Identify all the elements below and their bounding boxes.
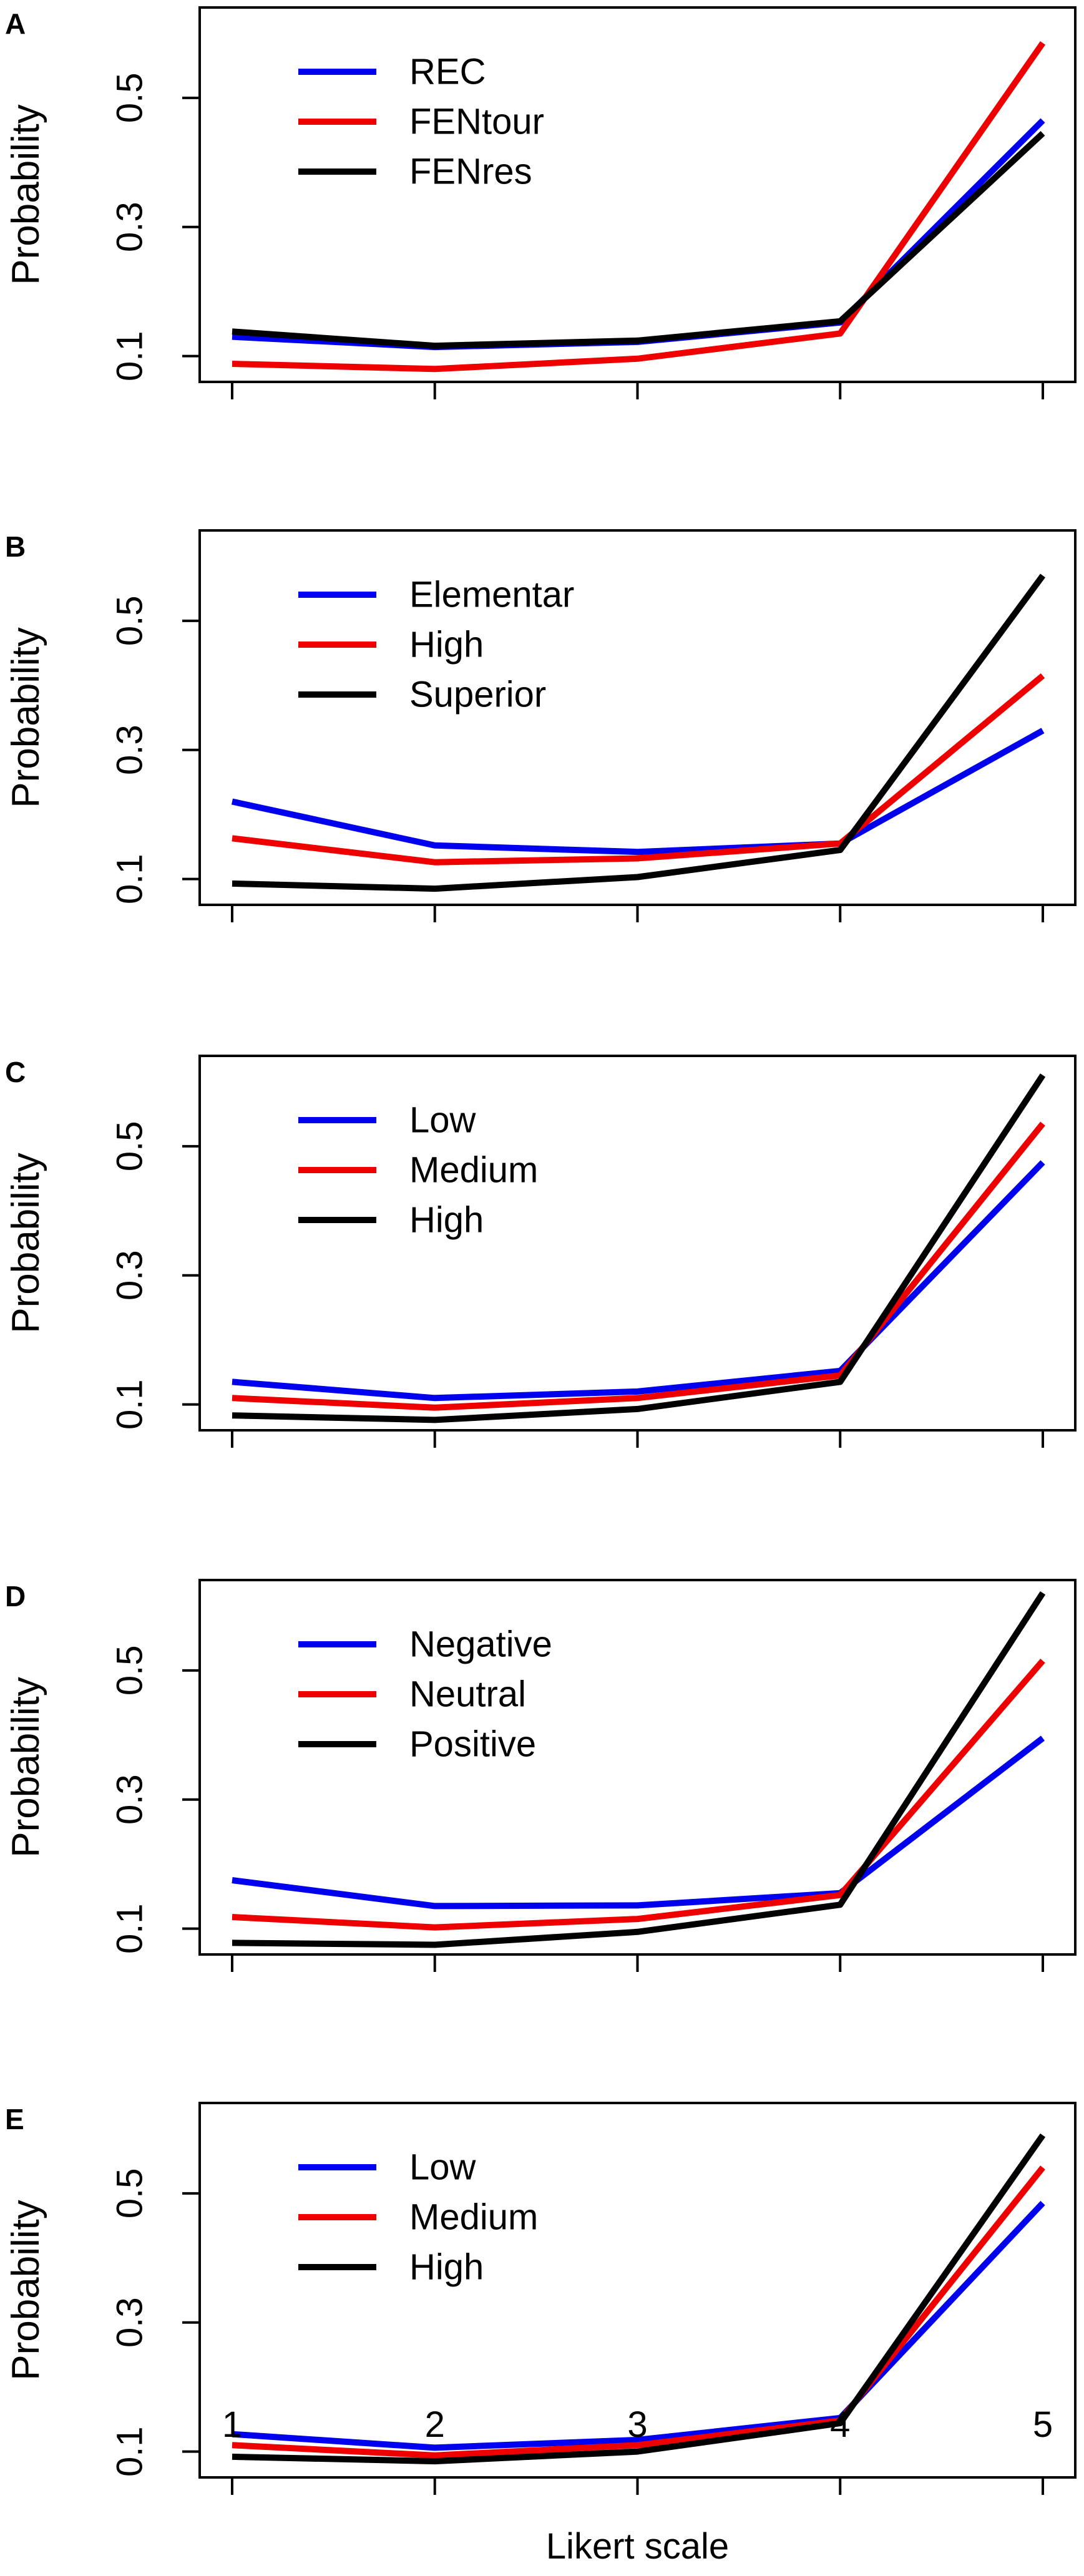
y-tick-label: 0.1 <box>110 854 150 904</box>
x-tick-label: 5 <box>1033 2404 1053 2445</box>
plot-frame <box>198 6 1077 383</box>
legend-label: High <box>409 1200 484 1241</box>
panel-label: A <box>5 7 26 40</box>
y-tick-label: 0.3 <box>110 1250 150 1300</box>
panel-c: C Probability 0.1 0.3 0.5 Low Medium High <box>4 1055 1077 1448</box>
y-axis-label: Probability <box>4 104 47 285</box>
y-tick-label: 0.3 <box>110 724 150 775</box>
y-tick-label: 0.1 <box>110 1903 150 1954</box>
y-tick-label: 0.5 <box>110 73 150 124</box>
legend-label: High <box>409 625 484 665</box>
panel-label: C <box>5 1056 26 1088</box>
x-tick-label: 2 <box>425 2404 445 2445</box>
legend-label: REC <box>409 52 486 92</box>
series-line-medium <box>232 2165 1045 2459</box>
y-tick-label: 0.5 <box>110 1121 150 1172</box>
legend-label: Medium <box>409 1150 538 1191</box>
series-line-elementar <box>231 728 1045 856</box>
x-tick-label: 4 <box>830 2404 850 2445</box>
y-tick-label: 0.5 <box>110 596 150 646</box>
y-tick-label: 0.3 <box>110 202 150 252</box>
y-tick-label: 0.5 <box>110 2169 150 2219</box>
legend: Elementar High Superior <box>298 575 574 715</box>
series-line-low <box>232 1160 1045 1402</box>
y-axis-label: Probability <box>4 2200 47 2380</box>
y-tick-label: 0.5 <box>110 1646 150 1696</box>
panel-label: E <box>5 2103 24 2135</box>
x-tick-label: 3 <box>627 2404 647 2445</box>
legend-label: Negative <box>409 1624 552 1665</box>
legend: REC FENtour FENres <box>298 52 544 192</box>
series-line-rec <box>232 118 1045 351</box>
y-tick-label: 0.1 <box>110 331 150 381</box>
legend-label: Neutral <box>409 1674 526 1715</box>
panel-e: E Probability 0.1 0.3 0.5 Low Medium High 1 2 3 4 5 L… <box>4 2102 1077 2567</box>
legend-label: Medium <box>409 2197 538 2238</box>
series-line-negative <box>232 1735 1045 1910</box>
series-line-fentour <box>232 41 1046 373</box>
y-tick-label: 0.3 <box>110 2297 150 2348</box>
legend-label: Elementar <box>409 575 574 615</box>
y-axis-label: Probability <box>4 627 47 807</box>
y-tick-label: 0.1 <box>110 2426 150 2477</box>
legend: Low Medium High <box>298 1100 538 1241</box>
y-tick-label: 0.3 <box>110 1774 150 1825</box>
series-line-high <box>232 673 1045 866</box>
panel-b: B Probability 0.1 0.3 0.5 Elementar High Superi… <box>4 529 1077 922</box>
x-axis-label: Likert scale <box>546 2526 729 2567</box>
legend-label: Superior <box>409 675 546 715</box>
series-line-neutral <box>232 1659 1045 1931</box>
legend-label: FENres <box>409 152 532 192</box>
series-line-superior <box>232 573 1046 892</box>
panel-label: D <box>5 1580 26 1612</box>
legend-label: Positive <box>409 1724 536 1765</box>
plot-frame <box>198 1579 1077 1956</box>
series-line-positive <box>232 1591 1046 1948</box>
legend-label: High <box>409 2247 484 2288</box>
panel-d: D Probability 0.1 0.3 0.5 Negative Neutral Posi… <box>4 1579 1077 1972</box>
series-line-high <box>232 2133 1046 2465</box>
y-tick-label: 0.1 <box>110 1379 150 1430</box>
panels-container: A Probability 0.1 0.3 0.5 REC FENtour FENres B Pr… <box>4 6 1077 2567</box>
series-line-low <box>232 2200 1045 2451</box>
panel-label: B <box>5 530 26 563</box>
y-axis-label: Probability <box>4 1677 47 1857</box>
series-line-fenres <box>232 131 1045 349</box>
legend-label: Low <box>409 2147 477 2188</box>
series-line-medium <box>232 1121 1045 1411</box>
legend-label: Low <box>409 1100 477 1141</box>
legend-label: FENtour <box>409 102 544 142</box>
x-tick-label: 1 <box>222 2404 242 2445</box>
y-axis-label: Probability <box>4 1153 47 1333</box>
panel-a: A Probability 0.1 0.3 0.5 REC FENtour FENres <box>4 6 1077 399</box>
series-line-high <box>232 1073 1046 1423</box>
legend: Negative Neutral Positive <box>298 1624 552 1765</box>
legend: Low Medium High <box>298 2147 538 2288</box>
